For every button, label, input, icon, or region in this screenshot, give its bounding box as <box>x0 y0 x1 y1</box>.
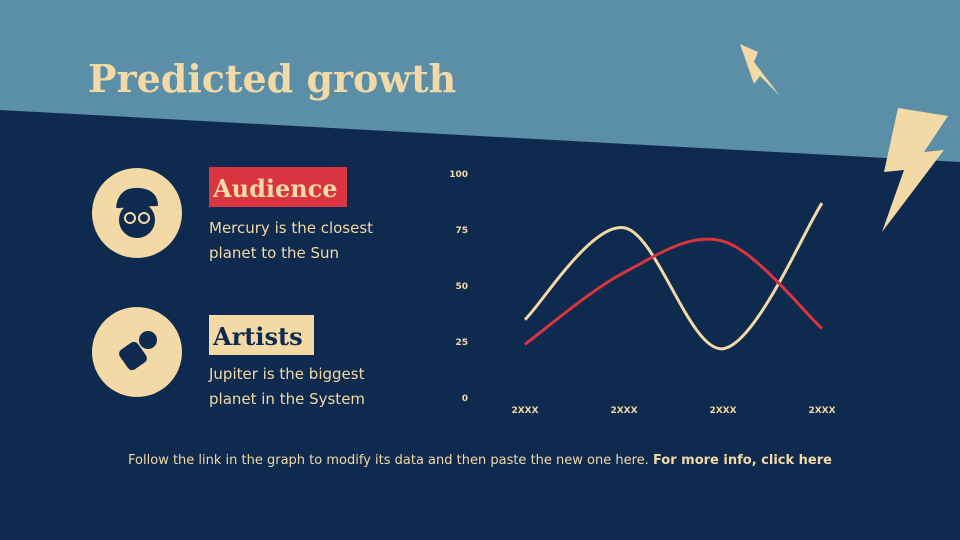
y-tick-label: 50 <box>455 282 468 292</box>
y-tick-label: 100 <box>449 170 468 180</box>
series-line <box>523 202 824 351</box>
y-tick-label: 75 <box>455 226 468 236</box>
x-tick-label: 2XXX <box>511 406 538 416</box>
bolt <box>740 44 780 96</box>
x-tick-label: 2XXX <box>709 406 736 416</box>
series-line <box>524 237 823 346</box>
label-bg <box>209 315 314 355</box>
top-band <box>0 0 960 162</box>
title: Predicted growth <box>88 56 456 101</box>
footer: Follow the link in the graph to modify i… <box>128 453 832 468</box>
person-icon <box>116 187 158 238</box>
item-desc: Mercury is the closest <box>209 219 373 237</box>
y-tick-label: 0 <box>462 394 468 404</box>
bolt <box>882 108 948 232</box>
item-label: Artists <box>212 322 303 351</box>
item-desc: planet to the Sun <box>209 244 339 262</box>
mic-icon <box>119 331 157 371</box>
label-bg <box>209 167 347 207</box>
item-desc: planet in the System <box>209 390 365 408</box>
item-label: Audience <box>212 174 338 203</box>
x-tick-label: 2XXX <box>610 406 637 416</box>
item-desc: Jupiter is the biggest <box>208 365 365 383</box>
footer-link[interactable]: For more info, click here <box>653 453 832 468</box>
x-tick-label: 2XXX <box>808 406 835 416</box>
y-tick-label: 25 <box>455 338 468 348</box>
footer-text: Follow the link in the graph to modify i… <box>128 453 649 468</box>
